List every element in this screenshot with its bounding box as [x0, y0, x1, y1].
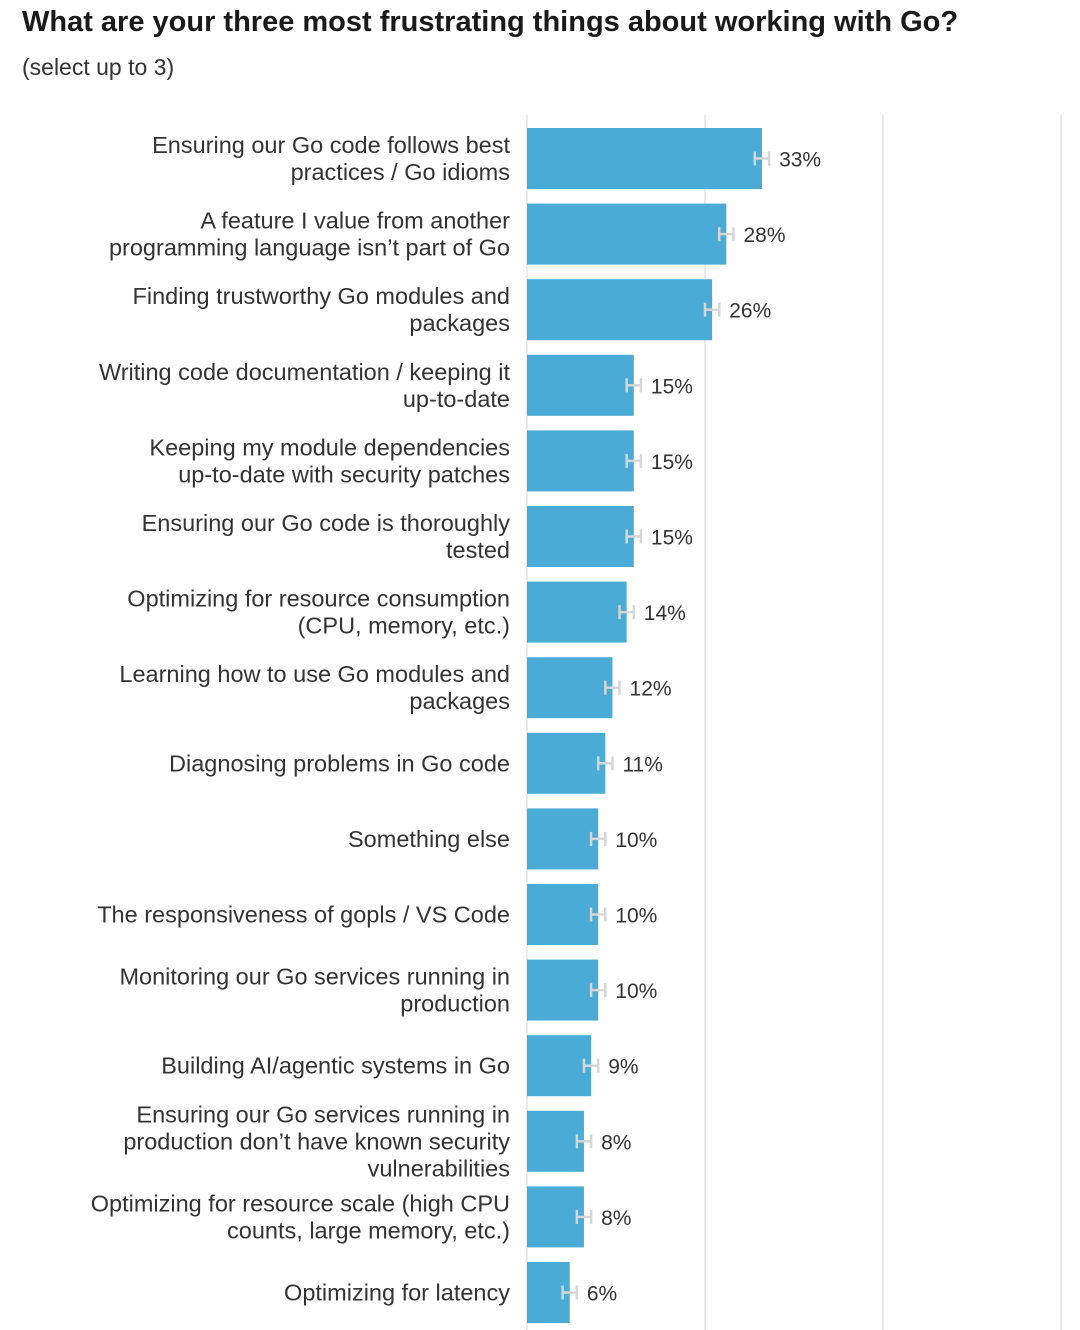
data-label: 10% [615, 980, 657, 1003]
data-label: 10% [615, 829, 657, 852]
bar [527, 884, 599, 945]
data-label: 33% [779, 149, 821, 172]
error-bar [703, 302, 721, 317]
error-bar [589, 983, 607, 998]
error-bar [618, 605, 636, 620]
category-label: Diagnosing problems in Go code [169, 750, 510, 776]
category-label-line: Ensuring our Go code follows best [152, 132, 510, 158]
error-bar [753, 151, 771, 166]
data-label: 8% [601, 1131, 631, 1154]
data-label: 8% [601, 1207, 631, 1230]
bar [527, 354, 634, 416]
bar [527, 430, 634, 492]
data-label: 12% [630, 678, 672, 701]
category-label: A feature I value from another programmin… [109, 208, 510, 261]
bar [527, 581, 627, 643]
category-label-line: vulnerabilities [368, 1155, 510, 1181]
category-label: Ensuring our Go services running in produ… [123, 1101, 510, 1181]
error-bar [589, 831, 607, 846]
error-bar [561, 1285, 579, 1300]
data-label: 15% [651, 451, 693, 474]
category-label-line: (CPU, memory, etc.) [298, 613, 510, 639]
data-label: 11% [622, 753, 662, 776]
category-label-line: The responsiveness of gopls / VS Code [97, 902, 510, 928]
category-label-line: production don’t have known security [123, 1128, 510, 1154]
error-bar [589, 907, 607, 922]
category-label-line: Building AI/agentic systems in Go [161, 1053, 510, 1079]
bar [527, 506, 634, 567]
error-bar [582, 1058, 600, 1073]
category-label-line: Ensuring our Go code is thoroughly [142, 510, 511, 536]
error-bar [625, 529, 643, 544]
category-label-line: packages [409, 310, 510, 336]
category-label: Optimizing for resource scale (high CPU c… [91, 1190, 510, 1243]
category-label-line: Finding trustworthy Go modules and [133, 283, 511, 309]
data-label: 15% [651, 375, 693, 398]
bar [527, 959, 599, 1021]
category-label: Monitoring our Go services running in pro… [119, 964, 510, 1017]
category-label-line: counts, large memory, etc.) [227, 1217, 510, 1243]
category-label-line: up-to-date with security patches [178, 461, 510, 487]
bar [527, 732, 606, 794]
error-bar [625, 453, 643, 468]
error-bar [625, 378, 643, 393]
category-label-line: Keeping my module dependencies [149, 434, 510, 460]
category-label-line: Optimizing for latency [284, 1280, 510, 1306]
category-label-line: Diagnosing problems in Go code [169, 750, 510, 776]
category-label: The responsiveness of gopls / VS Code [97, 902, 510, 928]
bar [527, 279, 713, 341]
error-bar [596, 756, 614, 771]
error-bar [575, 1209, 593, 1224]
data-label: 6% [587, 1283, 617, 1306]
bar [527, 1186, 584, 1248]
category-label: Keeping my module dependencies up-to-date… [149, 434, 510, 487]
category-label: Learning how to use Go modules and packag… [119, 661, 510, 714]
data-label: 14% [644, 602, 686, 625]
category-label: Finding trustworthy Go modules and packag… [133, 283, 511, 336]
data-label: 15% [651, 527, 693, 550]
error-bar [717, 227, 735, 242]
data-label: 26% [729, 300, 771, 323]
data-label: 10% [615, 905, 657, 928]
bar [527, 808, 599, 870]
category-label: Ensuring our Go code is thoroughly tested [142, 510, 511, 563]
category-label: Ensuring our Go code follows best practic… [152, 132, 510, 185]
category-label-line: Optimizing for resource scale (high CPU [91, 1190, 510, 1216]
category-label-line: practices / Go idioms [291, 159, 510, 185]
category-label-line: production [400, 991, 510, 1017]
chart-subtitle: (select up to 3) [22, 54, 175, 80]
category-label: Building AI/agentic systems in Go [161, 1053, 510, 1079]
bar [527, 1110, 584, 1172]
category-label-line: Learning how to use Go modules and [119, 661, 510, 687]
category-label-line: packages [409, 688, 510, 714]
error-bar [604, 680, 621, 695]
category-label-line: Monitoring our Go services running in [119, 964, 510, 990]
category-label-line: programming language isn’t part of Go [109, 235, 510, 261]
category-label-line: Optimizing for resource consumption [127, 586, 510, 612]
error-bar [575, 1134, 593, 1149]
bar [527, 128, 762, 189]
category-label-line: Something else [348, 826, 510, 852]
category-label-line: A feature I value from another [200, 208, 510, 234]
category-label-line: tested [446, 537, 510, 563]
data-label: 28% [743, 224, 785, 247]
bar [527, 203, 727, 265]
category-label: Writing code documentation / keeping it u… [99, 359, 511, 412]
category-label-line: up-to-date [403, 386, 510, 412]
data-label: 9% [608, 1056, 638, 1079]
chart-title: What are your three most frustrating thi… [22, 6, 959, 38]
category-label: Optimizing for latency [284, 1280, 510, 1306]
category-label: Something else [348, 826, 510, 852]
category-label-line: Writing code documentation / keeping it [99, 359, 511, 385]
category-label: Optimizing for resource consumption (CPU,… [127, 586, 510, 639]
category-label-line: Ensuring our Go services running in [136, 1101, 510, 1127]
bar [527, 657, 613, 719]
bar [527, 1035, 592, 1097]
